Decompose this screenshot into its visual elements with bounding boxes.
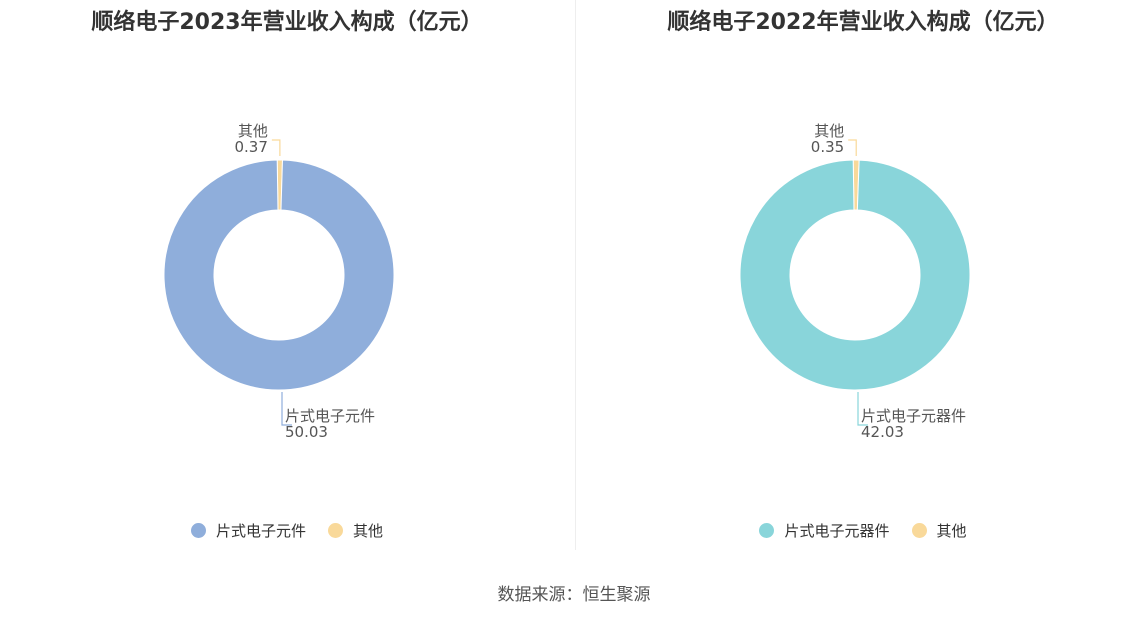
slice-label-value-1-1: 42.03 — [861, 423, 904, 441]
slice-label-name-0-1: 片式电子元件 — [285, 407, 375, 425]
leader-line-1-1 — [857, 392, 868, 426]
slice-label-value-0-1: 50.03 — [285, 423, 328, 441]
legend-2023: 片式电子元件 其他 — [0, 520, 574, 541]
slice-label-value-1-0: 0.35 — [811, 138, 844, 156]
leader-line-0-1 — [281, 392, 292, 426]
legend-item-0-1[interactable]: 其他 — [328, 520, 383, 541]
slice-label-name-1-1: 片式电子元器件 — [861, 407, 966, 425]
legend-dot-icon — [911, 523, 927, 538]
legend-label: 片式电子元器件 — [784, 522, 890, 540]
leader-line-1-0 — [848, 139, 857, 157]
slice-label-name-1-0: 其他 — [814, 122, 844, 140]
chart-title-2023: 顺络电子2023年营业收入构成（亿元） — [91, 10, 483, 35]
legend-dot-icon — [759, 523, 775, 538]
chart-title-2022: 顺络电子2022年营业收入构成（亿元） — [667, 10, 1059, 35]
legend-item-1-0[interactable]: 片式电子元器件 — [759, 520, 890, 541]
data-source: 数据来源：恒生聚源 — [497, 585, 651, 605]
legend-label: 片式电子元件 — [215, 522, 306, 540]
legend-dot-icon — [190, 523, 206, 538]
legend-label: 其他 — [353, 522, 384, 540]
chart-panel-2023: 顺络电子2023年营业收入构成（亿元） 其他 0.37 片式电子元件 50.03 片式… — [0, 0, 574, 560]
legend-dot-icon — [328, 523, 343, 538]
chart-panel-2022: 顺络电子2022年营业收入构成（亿元） 其他 0.35 片式电子元器件 42.03 片… — [576, 0, 1148, 560]
leader-line-0-0 — [271, 139, 281, 157]
legend-2022: 片式电子元器件 其他 — [576, 520, 1148, 541]
slice-label-value-0-0: 0.37 — [234, 138, 267, 156]
legend-item-0-0[interactable]: 片式电子元件 — [190, 520, 306, 541]
slice-label-name-0-0: 其他 — [238, 122, 268, 140]
legend-label: 其他 — [936, 522, 967, 540]
legend-item-1-1[interactable]: 其他 — [911, 520, 967, 541]
panel-divider — [575, 0, 576, 550]
donut-slice-1-1 — [739, 159, 971, 391]
donut-slice-0-1 — [163, 159, 395, 391]
